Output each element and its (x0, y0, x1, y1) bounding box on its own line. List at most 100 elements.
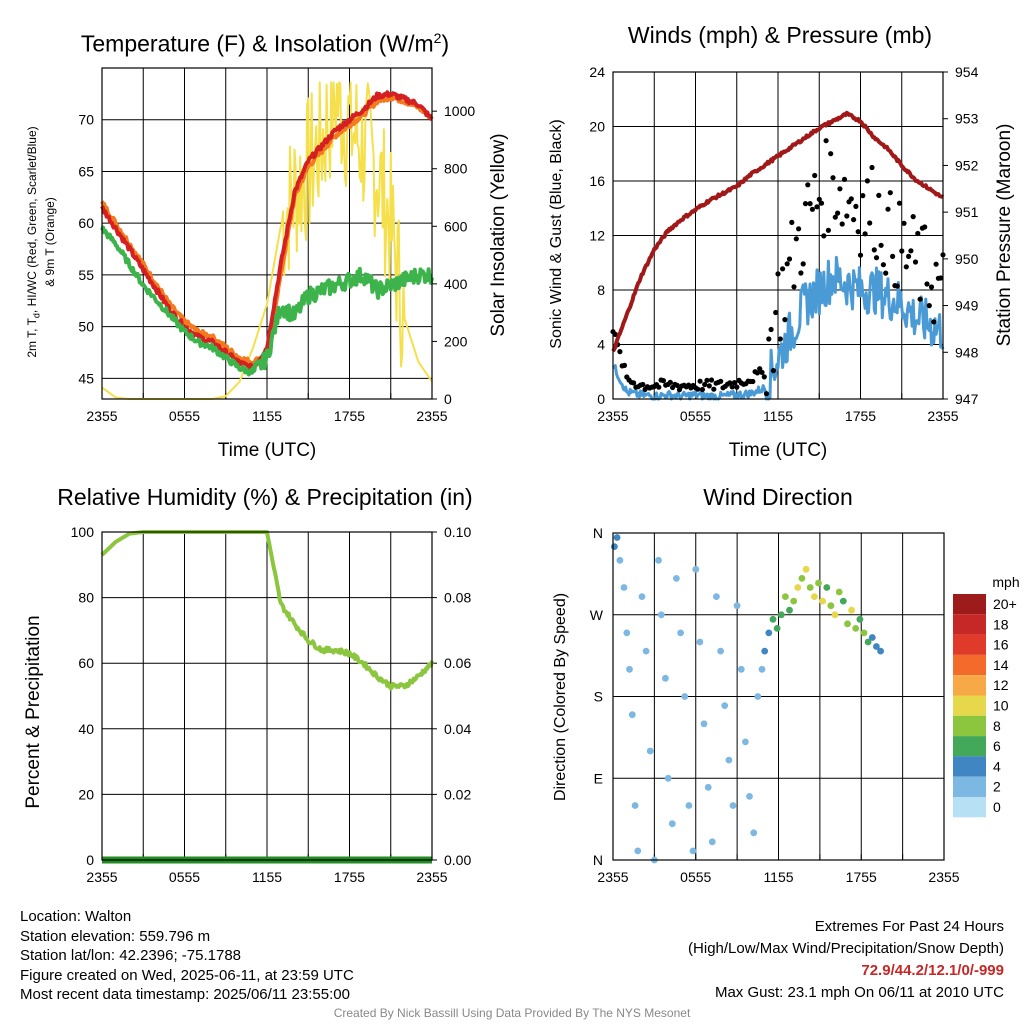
rh-chart-title: Relative Humidity (%) & Precipitation (i… (57, 484, 473, 510)
dir-point (758, 665, 766, 673)
dir-point (628, 711, 636, 719)
dir-point (646, 747, 654, 755)
wind-gust-point (697, 378, 703, 384)
wind-gust-point (674, 382, 680, 388)
temp-y-tick-label: 55 (78, 267, 94, 283)
temp-series-green-line (100, 225, 434, 377)
wind-y2-tick-label: 948 (955, 344, 979, 360)
dir-point (620, 584, 628, 591)
dir-point (685, 802, 693, 809)
dir-point (642, 647, 650, 655)
dir-legend-swatch (953, 715, 986, 737)
wind-gust-point (922, 224, 928, 230)
wind-gust-point (711, 386, 717, 392)
wind-gust-point (901, 220, 907, 226)
wind-y2-tick-label: 949 (955, 298, 979, 314)
wind-gust-point (729, 384, 735, 390)
wind-gust-point (766, 336, 772, 342)
dir-point (696, 638, 704, 646)
wind-y2-tick-label: 954 (955, 64, 979, 80)
temp-y-tick-label: 50 (78, 319, 94, 335)
dir-legend-label: 10 (993, 698, 1009, 714)
wind-gust-point (768, 326, 774, 333)
rh-x-tick-label: 1155 (252, 869, 282, 885)
dir-point (704, 783, 712, 791)
temp-x-tick-label: 2355 (416, 408, 447, 424)
extremes-subtitle: (High/Low/Max Wind/Precipitation/Snow De… (688, 940, 1004, 957)
wind-gust-point (876, 192, 882, 198)
temp-x-tick-label: 1155 (252, 408, 282, 424)
dir-point (742, 738, 749, 746)
rh-x-tick-label: 1755 (334, 869, 365, 885)
dir-point (844, 620, 851, 628)
dir-legend-swatch (953, 634, 986, 655)
dir-point (631, 802, 639, 809)
location-text: Location: Walton (20, 908, 132, 925)
wind-gust-point (938, 275, 944, 281)
wind-gust-point (809, 206, 815, 212)
temp-y-tick-label: 60 (78, 215, 94, 231)
dir-point (823, 584, 831, 591)
dir-legend-swatch (953, 736, 986, 757)
dir-plot-frame (612, 532, 945, 861)
wind-gust-point (782, 317, 788, 323)
wind-y2-tick-label: 951 (955, 204, 979, 220)
wind-gust-point (926, 303, 932, 309)
dir-point (773, 625, 781, 632)
dir-legend-label: 4 (993, 758, 1001, 774)
dir-legend-label: 12 (993, 677, 1009, 693)
wind-gust-point (910, 214, 916, 220)
dir-point (692, 565, 700, 573)
temp-y-tick-label: 65 (78, 163, 94, 179)
wind-gust-point (894, 283, 900, 289)
dir-point (725, 756, 733, 764)
wind-gust-point (731, 380, 738, 386)
wind-gust-point (750, 378, 756, 385)
wind-y-tick-label: 24 (589, 64, 605, 80)
wind-gust-point (727, 380, 733, 386)
dir-point (798, 575, 806, 582)
wind-gust-point (915, 230, 921, 237)
wind-gust-point (903, 264, 909, 270)
wind-gust-point (857, 252, 864, 258)
wind-gust-point (869, 164, 875, 171)
dir-point (689, 847, 697, 855)
dir-point (668, 820, 676, 828)
wind-gust-point (841, 176, 848, 182)
dir-point (677, 629, 684, 637)
temp-y2-tick-label: 1000 (444, 103, 475, 119)
dir-point (864, 638, 872, 646)
wind-gust-point (761, 374, 767, 380)
wind-y2-tick-label: 947 (955, 391, 979, 407)
wind-gust-point (800, 261, 806, 267)
wind-x-axis-label: Time (UTC) (728, 440, 828, 461)
wind-gust-point (789, 219, 795, 225)
wind-gust-point (631, 380, 637, 386)
wind-x-tick-label: 1155 (763, 408, 793, 424)
wind-gust-point (864, 178, 870, 184)
wind-gust-point (860, 193, 866, 199)
dir-x-tick-label: 2355 (928, 869, 959, 885)
dir-point (708, 838, 716, 846)
wind-gust-point (775, 271, 781, 277)
wind-gust-point (931, 319, 937, 325)
wind-gust-point (917, 296, 923, 302)
wind-y-tick-label: 8 (597, 282, 605, 298)
dir-legend-swatch (953, 797, 986, 818)
wind-gust-point (867, 220, 873, 226)
dir-legend-swatch (953, 776, 986, 797)
extremes-title: Extremes For Past 24 Hours (814, 918, 1004, 935)
temp-x-tick-label: 0555 (169, 408, 200, 424)
dir-legend-swatch (953, 614, 986, 635)
dir-point (835, 588, 843, 596)
station-info: Location: Walton Station elevation: 559.… (20, 907, 354, 1005)
wind-plot-frame (612, 71, 944, 400)
wind-gust-point (793, 236, 799, 242)
dir-point (839, 597, 847, 605)
rh-x-tick-label: 2355 (416, 869, 447, 885)
wind-chart: 0 4 8 12 16 20 24 947 948 949 950 951 952 953 954 2355 0… (589, 64, 979, 424)
wind-gust-point (844, 213, 850, 219)
dir-point (681, 693, 689, 700)
wind-y-tick-label: 0 (597, 391, 605, 407)
